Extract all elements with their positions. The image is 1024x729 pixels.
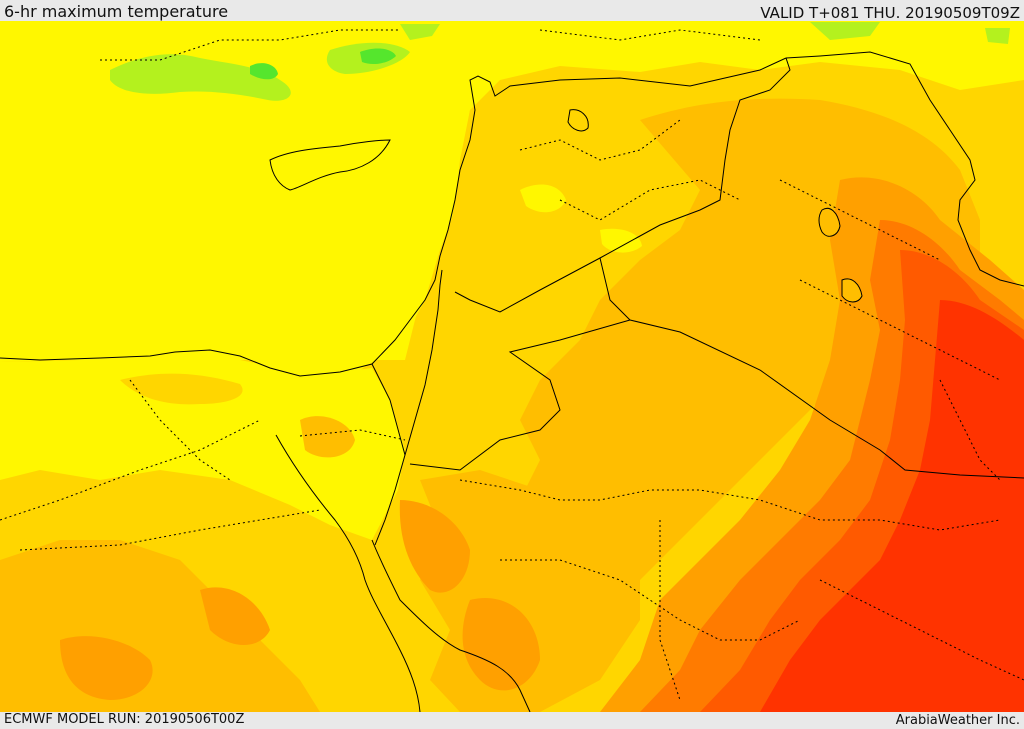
map-footer: ECMWF MODEL RUN: 20190506T00Z ArabiaWeat… <box>0 712 1024 729</box>
map-canvas <box>0 21 1024 712</box>
valid-time-label: VALID T+081 THU. 20190509T09Z <box>760 4 1020 22</box>
hot-red-core <box>760 300 1024 712</box>
mediterranean-sea-zone <box>0 70 470 378</box>
egypt-gold-band <box>120 373 243 405</box>
turkey-green-patch <box>810 22 880 40</box>
turkey-green-patch <box>250 63 278 80</box>
red-sea-orange-patch <box>399 500 470 593</box>
egypt-orange-patch <box>200 587 270 645</box>
syria-yellow-patch <box>600 228 642 253</box>
model-run-label: ECMWF MODEL RUN: 20190506T00Z <box>4 712 245 727</box>
map-title: 6-hr maximum temperature <box>4 2 229 21</box>
temperature-map[interactable] <box>0 21 1024 712</box>
map-header: 6-hr maximum temperature VALID T+081 THU… <box>0 0 1024 22</box>
lake-outline <box>818 207 841 237</box>
hejaz-orange-patch <box>462 598 540 691</box>
turkey-green-patch <box>400 24 440 40</box>
turkey-green-patch <box>110 54 291 101</box>
lake-outline <box>841 278 863 303</box>
turkey-green-patch <box>360 48 396 64</box>
egypt-coast-zone <box>0 354 405 540</box>
syria-yellow-patch <box>520 184 566 213</box>
admin-boundaries <box>0 29 1024 701</box>
country-borders <box>0 51 1024 712</box>
credit-label: ArabiaWeather Inc. <box>895 713 1020 728</box>
sinai-orange-patch <box>300 416 355 458</box>
turkey-green-patch <box>985 28 1010 44</box>
lake-outline <box>567 109 589 132</box>
egypt-orange-patch <box>60 636 153 700</box>
jordan-amber-patch <box>640 424 700 462</box>
